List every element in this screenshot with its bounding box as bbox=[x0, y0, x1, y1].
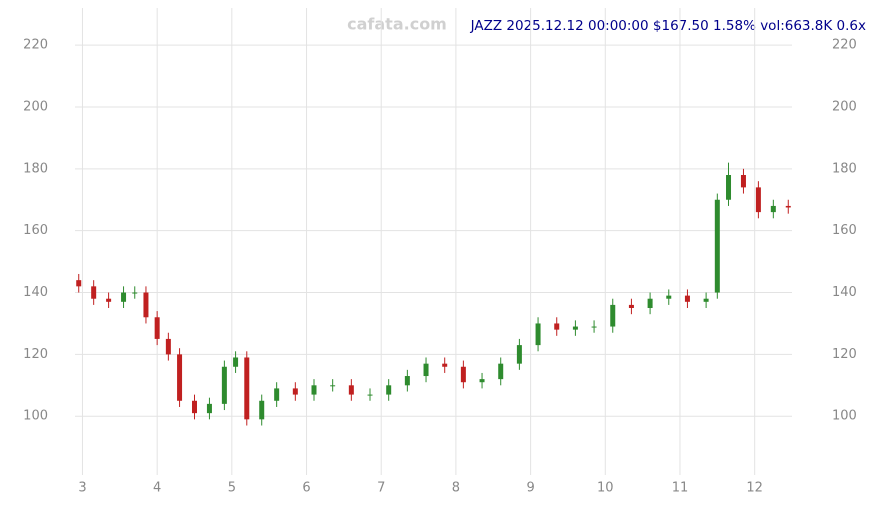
candle-body bbox=[479, 379, 485, 383]
candle-body bbox=[535, 323, 541, 346]
candle-body bbox=[610, 304, 616, 327]
candle-body bbox=[192, 400, 197, 414]
candle-body bbox=[628, 304, 634, 308]
candle-body bbox=[770, 205, 776, 213]
candle-body bbox=[274, 388, 280, 401]
y-tick-label-right: 120 bbox=[832, 347, 857, 362]
y-tick-label-right: 180 bbox=[832, 161, 857, 176]
y-tick-label: 180 bbox=[23, 161, 48, 176]
candle-body bbox=[591, 326, 597, 328]
candle-body bbox=[703, 298, 709, 302]
y-tick-label-right: 100 bbox=[832, 409, 857, 424]
candle-body bbox=[154, 317, 160, 339]
candle-body bbox=[572, 326, 578, 330]
x-tick-label: 5 bbox=[228, 481, 236, 496]
candle-body bbox=[554, 323, 560, 330]
candle-body bbox=[460, 366, 466, 383]
candle-body bbox=[516, 345, 522, 364]
candle-body bbox=[143, 292, 149, 318]
x-tick-label: 6 bbox=[302, 481, 310, 496]
x-tick-label: 11 bbox=[672, 481, 689, 496]
candle-body bbox=[221, 366, 227, 404]
candle-body bbox=[76, 280, 82, 287]
candle-body bbox=[404, 376, 410, 386]
y-tick-label-right: 160 bbox=[832, 223, 857, 238]
x-tick-label: 4 bbox=[153, 481, 161, 496]
x-tick-label: 7 bbox=[377, 481, 385, 496]
y-tick-label: 140 bbox=[23, 285, 48, 300]
candle-body bbox=[165, 338, 171, 355]
y-tick-label: 100 bbox=[23, 409, 48, 424]
candle-body bbox=[442, 363, 448, 367]
candle-body bbox=[132, 292, 138, 294]
candle-body bbox=[755, 187, 761, 213]
candle-body bbox=[259, 400, 265, 420]
x-tick-label: 9 bbox=[526, 481, 534, 496]
y-tick-label-right: 140 bbox=[832, 285, 857, 300]
candle-body bbox=[785, 205, 791, 208]
candle-body bbox=[714, 199, 720, 293]
candle-body bbox=[206, 403, 212, 414]
candle-body bbox=[292, 388, 298, 395]
y-tick-label: 120 bbox=[23, 347, 48, 362]
chart-title: JAZZ 2025.12.12 00:00:00 $167.50 1.58% v… bbox=[470, 18, 866, 34]
x-tick-label: 10 bbox=[597, 481, 614, 496]
candle-body bbox=[386, 385, 392, 395]
candle-body bbox=[348, 385, 354, 395]
candle-body bbox=[740, 175, 746, 188]
candle-body bbox=[726, 175, 732, 200]
candle-body bbox=[91, 286, 97, 299]
candle-body bbox=[121, 292, 127, 302]
candle-body bbox=[498, 363, 504, 380]
candle-body bbox=[311, 385, 317, 395]
y-tick-label: 220 bbox=[23, 38, 48, 53]
candle-body bbox=[423, 363, 429, 377]
x-tick-label: 8 bbox=[452, 481, 460, 496]
candle-body bbox=[330, 385, 336, 387]
candle-body bbox=[684, 295, 690, 302]
candle-body bbox=[177, 354, 183, 401]
candle-body bbox=[647, 298, 653, 308]
x-tick-label: 3 bbox=[78, 481, 86, 496]
candle-body bbox=[233, 357, 239, 367]
y-tick-label-right: 200 bbox=[832, 99, 857, 114]
candle-body bbox=[106, 298, 112, 302]
candle-body bbox=[244, 357, 250, 420]
y-tick-label: 160 bbox=[23, 223, 48, 238]
candle-body bbox=[367, 394, 373, 396]
x-tick-label: 12 bbox=[746, 481, 763, 496]
candle-body bbox=[666, 295, 672, 299]
y-tick-label-right: 220 bbox=[832, 38, 857, 53]
watermark: cafata.com bbox=[347, 15, 447, 34]
y-tick-label: 200 bbox=[23, 99, 48, 114]
